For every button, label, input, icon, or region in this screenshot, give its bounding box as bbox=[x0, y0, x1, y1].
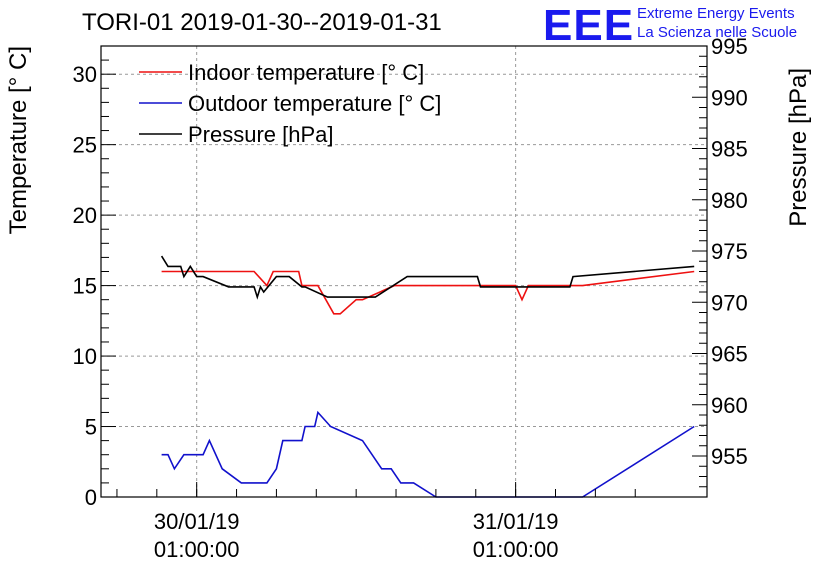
y-tick-label: 5 bbox=[85, 415, 97, 440]
y-right-tick-label: 960 bbox=[711, 393, 748, 418]
y-right-tick-label: 980 bbox=[711, 188, 748, 213]
y-tick-label: 10 bbox=[73, 344, 97, 369]
y-right-tick-label: 985 bbox=[711, 137, 748, 162]
x-tick-time: 01:00:00 bbox=[154, 537, 240, 562]
y-right-tick-label: 965 bbox=[711, 342, 748, 367]
chart-title: TORI-01 2019-01-30--2019-01-31 bbox=[82, 9, 442, 36]
y-right-tick-label: 995 bbox=[711, 34, 748, 59]
y-right-axis-title: Pressure [hPa] bbox=[785, 68, 812, 227]
series-line-outdoor bbox=[161, 410, 695, 498]
y-axis-title: Temperature [° C] bbox=[5, 46, 32, 234]
logo-subtitle-2: La Scienza nelle Scuole bbox=[637, 24, 798, 41]
y-tick-label: 20 bbox=[73, 203, 97, 228]
y-right-tick-label: 975 bbox=[711, 239, 748, 264]
legend-label: Outdoor temperature [° C] bbox=[188, 91, 441, 116]
y-tick-label: 15 bbox=[73, 274, 97, 299]
y-tick-label: 0 bbox=[85, 485, 97, 510]
y-right-tick-label: 990 bbox=[711, 85, 748, 110]
series-line-indoor bbox=[161, 270, 695, 315]
y-right-tick-label: 955 bbox=[711, 444, 748, 469]
y-tick-label: 30 bbox=[73, 62, 97, 87]
series-line-pressure bbox=[160, 255, 695, 300]
y-tick-label: 25 bbox=[73, 133, 97, 158]
legend-label: Indoor temperature [° C] bbox=[188, 60, 424, 85]
legend-label: Pressure [hPa] bbox=[188, 122, 334, 147]
logo-subtitle-1: Extreme Energy Events bbox=[637, 5, 795, 22]
y-right-tick-label: 970 bbox=[711, 290, 748, 315]
x-tick-time: 01:00:00 bbox=[473, 537, 559, 562]
x-tick-date: 31/01/19 bbox=[473, 509, 559, 534]
x-tick-date: 30/01/19 bbox=[154, 509, 240, 534]
eee-logo: EEE bbox=[543, 1, 635, 50]
